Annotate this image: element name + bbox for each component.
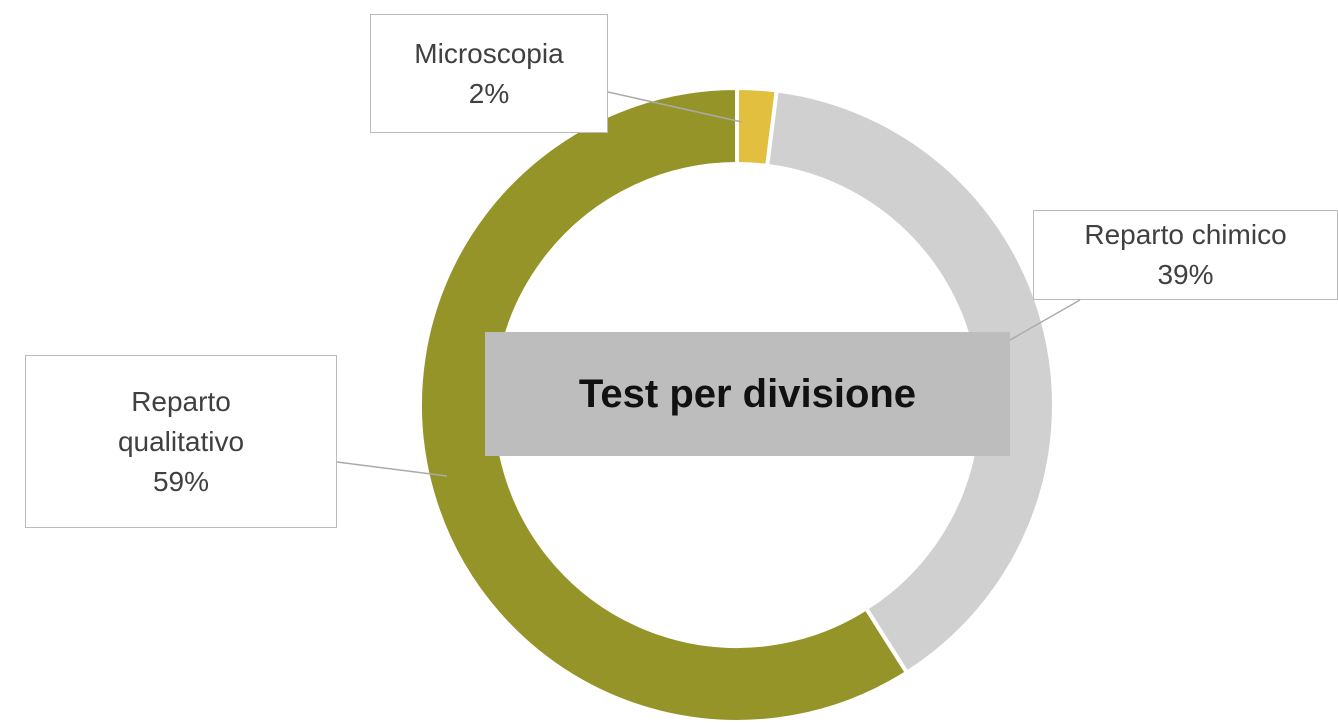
value-label: 59% [152, 465, 210, 497]
data-label-box: Microscopia 2% [370, 14, 608, 133]
value-label: 2% [468, 77, 510, 109]
leader-line [607, 91, 743, 123]
chart-title: Test per divisione [485, 332, 1010, 456]
donut-segment [764, 88, 1056, 676]
leader-line [336, 461, 448, 477]
leader-line [1009, 299, 1081, 341]
category-label: Reparto qualitativo [117, 385, 245, 457]
value-label: 39% [1157, 259, 1214, 290]
data-label-box: Reparto qualitativo 59% [25, 355, 337, 528]
donut-segment [418, 85, 910, 723]
category-label: Reparto chimico [1084, 219, 1287, 250]
category-label: Microscopia [414, 37, 564, 69]
data-label-box: Reparto chimico 39% [1033, 210, 1338, 300]
